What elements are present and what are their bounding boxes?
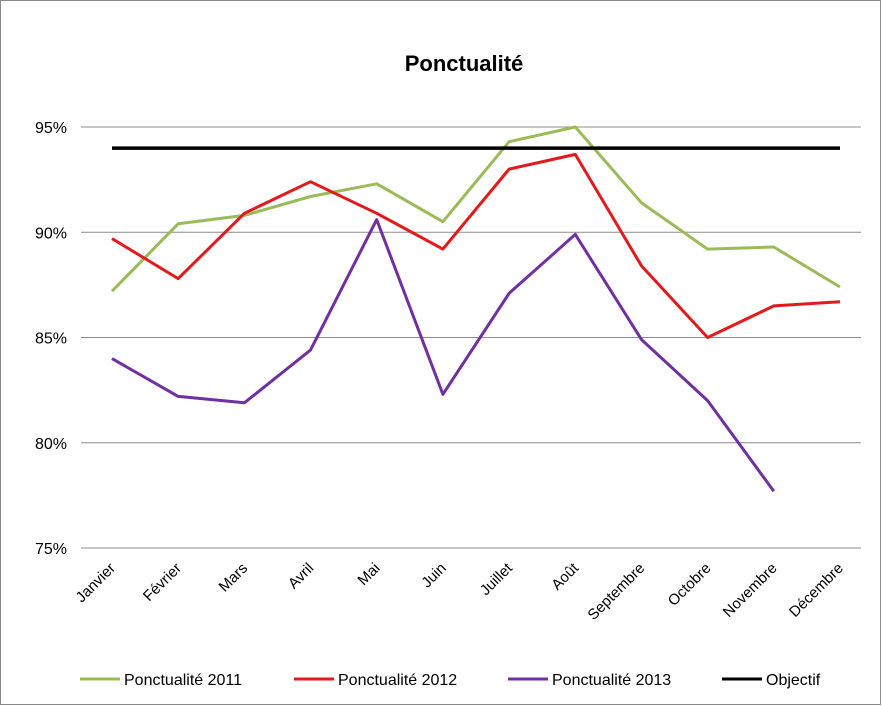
x-tick-label: Octobre — [665, 560, 715, 610]
x-tick-label: Août — [548, 559, 582, 593]
x-tick-label: Septembre — [584, 560, 648, 624]
x-tick-label: Décembre — [786, 560, 847, 621]
x-tick-label: Avril — [285, 560, 317, 592]
y-tick-label: 90% — [35, 225, 67, 242]
series-lines — [110, 125, 841, 493]
y-tick-label: 75% — [35, 541, 67, 558]
legend-label-ponctualit-2013: Ponctualité 2013 — [552, 672, 671, 689]
x-tick-label: Février — [140, 560, 185, 605]
legend: Ponctualité 2011 Ponctualité 2012 Ponctual… — [80, 672, 821, 689]
legend-label-ponctualit-2011: Ponctualité 2011 — [124, 672, 242, 689]
x-axis-ticks: Janvier Février Mars Avril Mai Juin Juillet Aoû… — [73, 559, 847, 623]
y-tick-label: 95% — [35, 120, 67, 137]
series-line-ponctualit-2013 — [111, 218, 776, 493]
x-tick-label: Janvier — [73, 560, 119, 606]
chart-title: Ponctualité — [405, 51, 524, 76]
x-tick-label: Juin — [418, 560, 449, 591]
gridlines — [81, 126, 861, 549]
legend-label-objectif: Objectif — [766, 672, 821, 689]
series-line-ponctualit-2011 — [110, 125, 841, 293]
x-tick-label: Juillet — [477, 559, 517, 599]
x-tick-label: Mai — [354, 560, 383, 589]
series-line-ponctualit-2012 — [111, 152, 841, 339]
y-tick-label: 85% — [35, 331, 67, 348]
x-tick-label: Mars — [216, 560, 252, 596]
x-tick-label: Novembre — [720, 560, 781, 621]
y-tick-label: 80% — [35, 436, 67, 453]
legend-label-ponctualit-2012: Ponctualité 2012 — [338, 672, 457, 689]
y-axis-ticks: 75% 80% 85% 90% 95% — [35, 120, 67, 558]
